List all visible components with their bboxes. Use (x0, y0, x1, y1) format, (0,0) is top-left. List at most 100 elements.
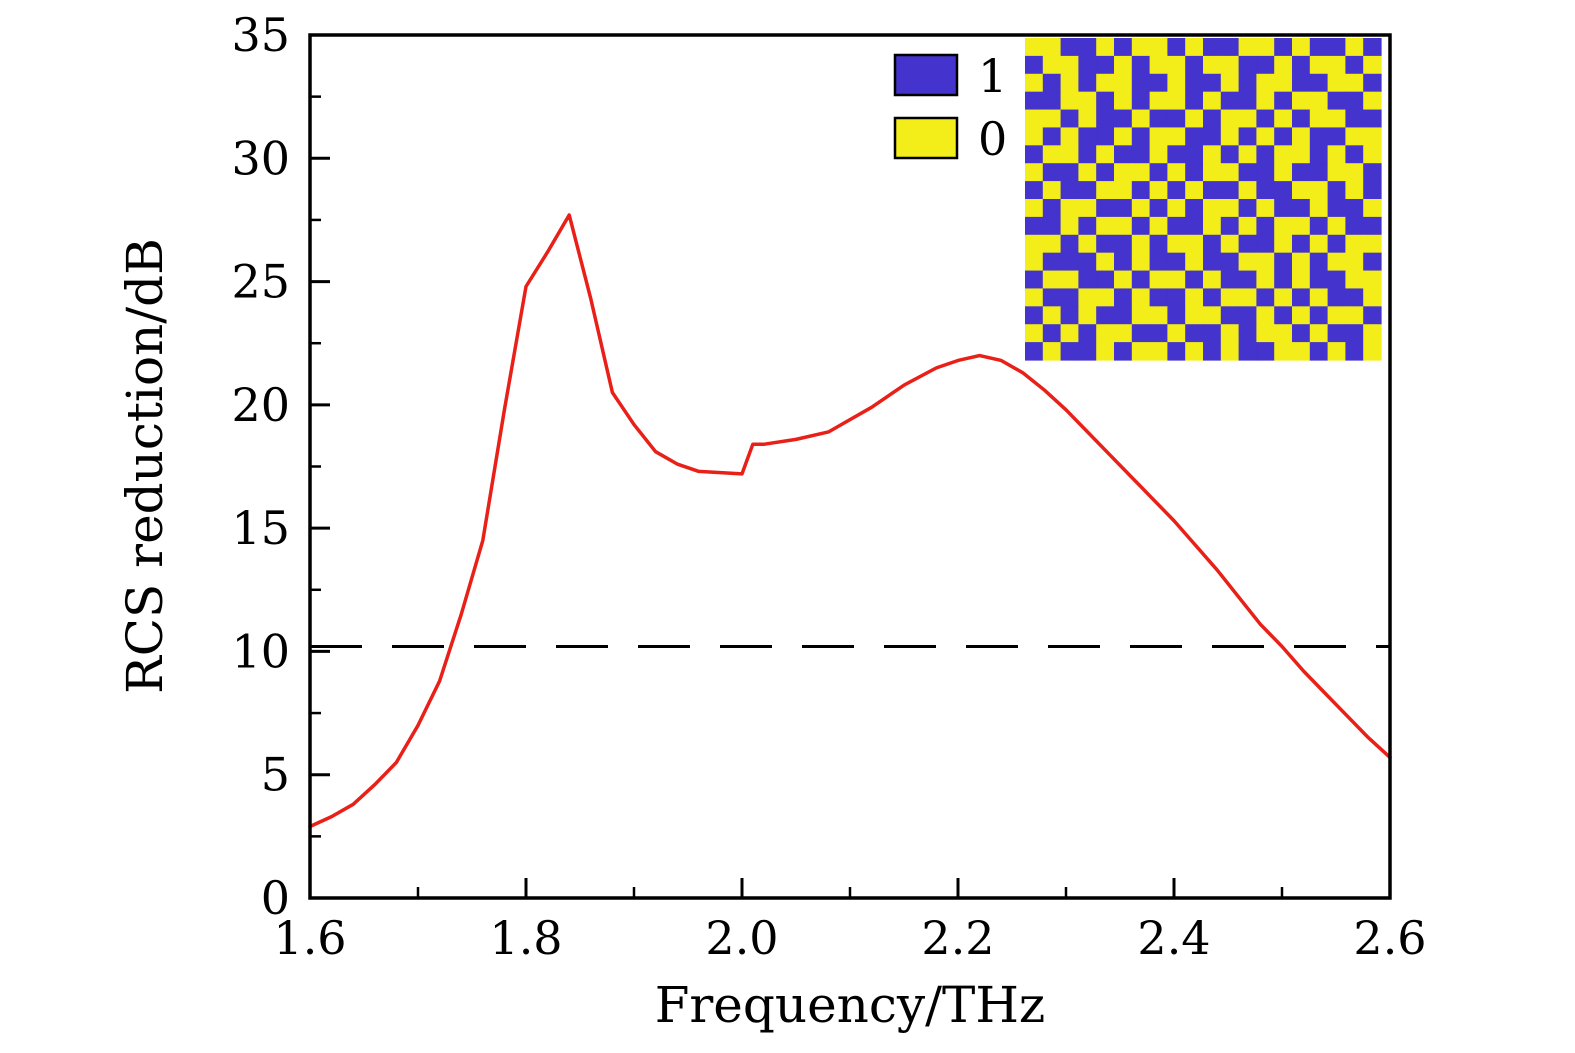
inset-cell (1292, 288, 1311, 307)
inset-cell (1309, 163, 1329, 182)
inset-cell (1274, 342, 1293, 361)
inset-cell (1238, 252, 1257, 272)
inset-cell (1025, 127, 1044, 146)
inset-cell (1203, 91, 1222, 111)
inset-cell (1203, 270, 1222, 290)
inset-cell (1025, 306, 1044, 325)
inset-cell (1114, 199, 1133, 218)
inset-cell (1025, 91, 1044, 111)
inset-cell (1363, 55, 1382, 75)
inset-cell (1042, 73, 1062, 93)
inset-cell (1131, 109, 1151, 129)
inset-cell (1274, 181, 1293, 200)
inset-cell (1096, 342, 1115, 361)
inset-cell (1274, 91, 1293, 111)
inset-cell (1096, 73, 1115, 93)
inset-cell (1363, 91, 1382, 111)
inset-cell (1274, 306, 1293, 325)
inset-cell (1345, 109, 1364, 129)
inset-cell (1345, 181, 1364, 200)
inset-cell (1256, 127, 1275, 146)
inset-cell (1203, 199, 1222, 218)
x-tick-label: 1.8 (489, 911, 562, 965)
inset-cell (1256, 91, 1275, 111)
inset-cell (1256, 270, 1275, 290)
inset-cell (1042, 288, 1062, 307)
inset-cell (1203, 306, 1222, 325)
inset-cell (1345, 288, 1364, 307)
inset-cell (1274, 163, 1293, 182)
x-tick-label: 2.4 (1137, 911, 1210, 965)
inset-cell (1345, 38, 1364, 57)
inset-cell (1042, 342, 1062, 361)
inset-cell (1060, 342, 1079, 361)
inset-cell (1131, 199, 1151, 218)
inset-cell (1345, 234, 1364, 254)
inset-cell (1096, 145, 1115, 164)
inset-cell (1238, 342, 1257, 361)
inset-cell (1309, 288, 1329, 307)
inset-cell (1167, 306, 1186, 325)
inset-cell (1167, 181, 1186, 200)
inset-cell (1114, 127, 1133, 146)
inset-cell (1309, 55, 1329, 75)
inset-cell (1327, 38, 1346, 57)
inset-cell (1345, 91, 1364, 111)
inset-cell (1292, 109, 1311, 129)
inset-cell (1327, 342, 1346, 361)
inset-cell (1309, 199, 1329, 218)
inset-cell (1167, 163, 1186, 182)
inset-cell (1185, 270, 1204, 290)
inset-cell (1060, 109, 1079, 129)
inset-cell (1185, 216, 1204, 236)
inset-cell (1060, 306, 1079, 325)
inset-cell (1042, 38, 1062, 57)
legend-swatch-0 (893, 116, 959, 160)
inset-cell (1274, 216, 1293, 236)
inset-cell (1363, 234, 1382, 254)
inset-cell (1185, 199, 1204, 218)
inset-cell (1292, 252, 1311, 272)
inset-cell (1292, 270, 1311, 290)
inset-cell (1309, 270, 1329, 290)
inset-cell (1131, 73, 1151, 93)
x-tick-label: 1.6 (273, 911, 346, 965)
inset-cell (1185, 181, 1204, 200)
inset-cell (1292, 199, 1311, 218)
inset-cell (1256, 234, 1275, 254)
legend-label-0: 0 (978, 112, 1007, 166)
y-tick-label: 10 (231, 624, 290, 678)
inset-cell (1096, 216, 1115, 236)
inset-cell (1203, 145, 1222, 164)
inset-cell (1060, 199, 1079, 218)
inset-cell (1167, 216, 1186, 236)
inset-cell (1309, 38, 1329, 57)
inset-cell (1203, 252, 1222, 272)
inset-cell (1114, 234, 1133, 254)
inset-cell (1167, 127, 1186, 146)
inset-cell (1274, 127, 1293, 146)
inset-cell (1167, 38, 1186, 57)
inset-cell (1060, 216, 1079, 236)
inset-cell (1149, 306, 1168, 325)
inset-cell (1327, 73, 1346, 93)
inset-cell (1363, 38, 1382, 57)
inset-cell (1114, 145, 1133, 164)
inset-cell (1274, 252, 1293, 272)
inset-cell (1327, 109, 1346, 129)
inset-cell (1327, 181, 1346, 200)
inset-cell (1025, 324, 1044, 343)
inset-cell (1220, 234, 1240, 254)
inset-cell (1114, 216, 1133, 236)
inset-cell (1078, 199, 1097, 218)
x-tick-label: 2.6 (1353, 911, 1426, 965)
inset-cell (1167, 145, 1186, 164)
inset-cell (1292, 163, 1311, 182)
inset-cell (1042, 163, 1062, 182)
inset-cell (1363, 163, 1382, 182)
inset-cell (1078, 181, 1097, 200)
inset-cell (1025, 109, 1044, 129)
inset-cell (1345, 199, 1364, 218)
inset-cell (1292, 145, 1311, 164)
